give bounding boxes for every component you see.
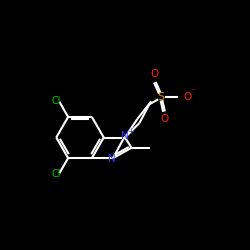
Text: N: N	[108, 154, 116, 164]
Text: O: O	[150, 69, 158, 79]
Text: O: O	[183, 92, 192, 102]
Text: N: N	[121, 131, 129, 141]
Text: O: O	[160, 114, 168, 124]
Text: ⁻: ⁻	[190, 87, 195, 96]
Text: Cl: Cl	[52, 169, 61, 179]
Text: S: S	[157, 92, 164, 102]
Text: +: +	[127, 128, 134, 136]
Text: Cl: Cl	[52, 96, 61, 106]
